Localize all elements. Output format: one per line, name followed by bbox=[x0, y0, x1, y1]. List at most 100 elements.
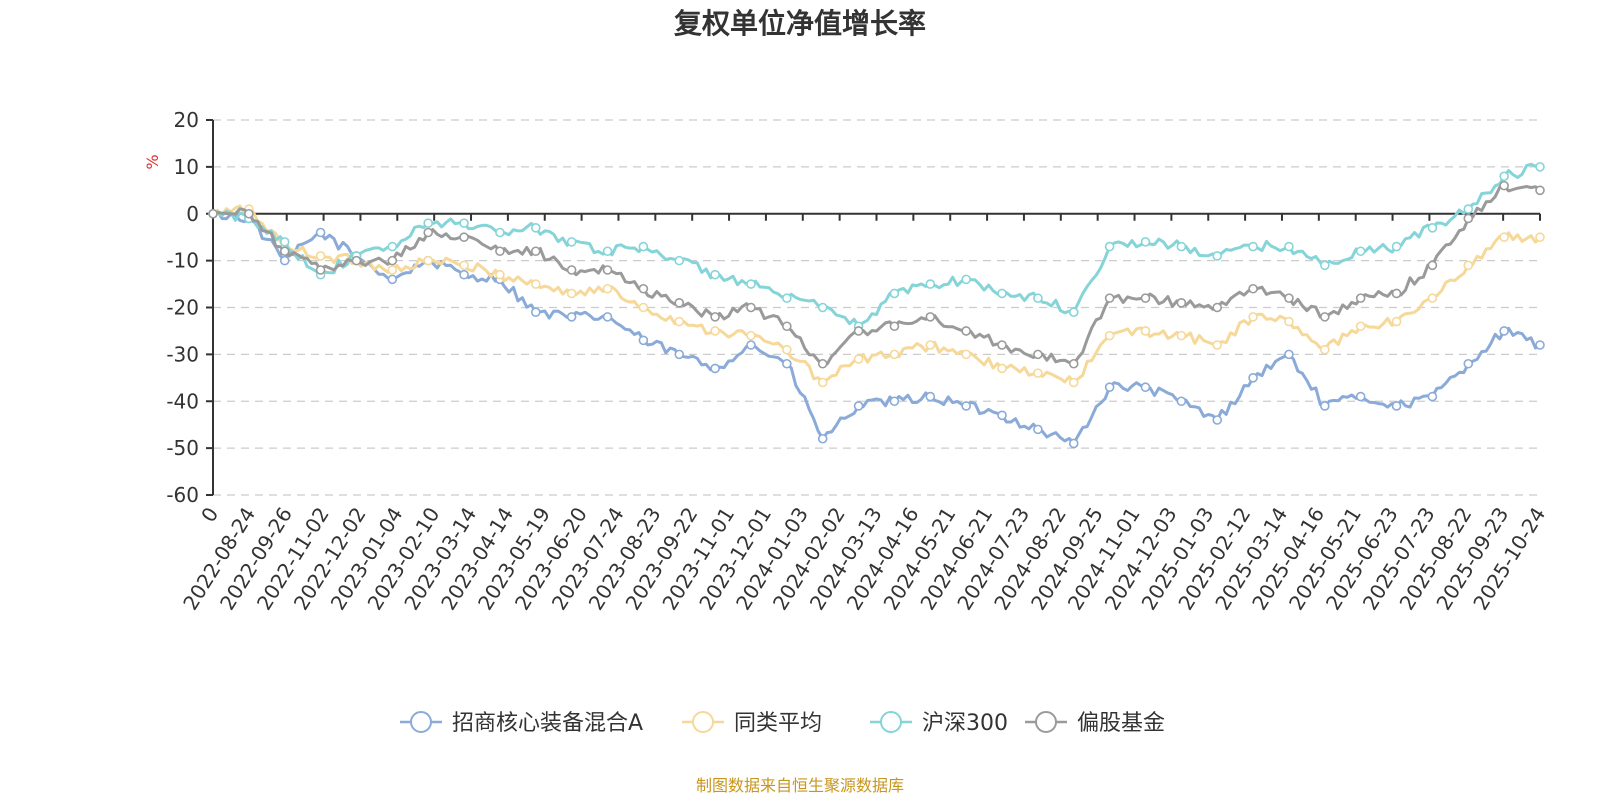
data-point bbox=[387, 274, 398, 285]
data-point bbox=[1140, 326, 1151, 336]
data-point bbox=[387, 255, 398, 266]
data-source-note: 制图数据来自恒生聚源数据库 bbox=[696, 776, 904, 795]
data-point bbox=[1355, 293, 1366, 303]
legend-item-1[interactable]: 同类平均 bbox=[682, 711, 822, 736]
data-point bbox=[1284, 349, 1294, 360]
data-point bbox=[423, 255, 433, 266]
data-point bbox=[1320, 260, 1330, 271]
series-line bbox=[212, 162, 1541, 328]
y-axis: 20 10 0 -10 -20 -30 -40 -50 -60 bbox=[166, 108, 214, 507]
series-2 bbox=[208, 162, 1545, 332]
data-point bbox=[925, 340, 936, 350]
data-point bbox=[1463, 204, 1474, 214]
data-point bbox=[997, 363, 1007, 374]
data-point bbox=[1427, 391, 1438, 402]
y-tick-label: -10 bbox=[166, 249, 199, 273]
data-point bbox=[387, 265, 398, 275]
data-point bbox=[1033, 349, 1043, 360]
data-point bbox=[889, 288, 900, 299]
data-point bbox=[1320, 312, 1330, 322]
data-point bbox=[1068, 307, 1079, 317]
series-line bbox=[212, 184, 1541, 366]
data-point bbox=[961, 274, 971, 285]
data-point bbox=[1535, 340, 1545, 350]
data-point bbox=[530, 307, 541, 317]
series-layer bbox=[208, 162, 1545, 449]
data-point bbox=[1463, 358, 1474, 369]
legend[interactable]: 招商核心装备混合A 同类平均 沪深300 偏股基金 bbox=[400, 711, 1165, 736]
data-point bbox=[495, 227, 505, 238]
series-line bbox=[212, 204, 1542, 384]
data-point bbox=[782, 358, 792, 369]
data-point bbox=[889, 349, 900, 360]
data-point bbox=[1427, 223, 1438, 233]
data-point bbox=[1176, 396, 1187, 407]
data-point bbox=[961, 326, 971, 336]
data-point bbox=[1104, 293, 1115, 303]
data-point bbox=[1212, 415, 1223, 425]
series-line bbox=[212, 209, 1541, 445]
legend-label: 同类平均 bbox=[734, 711, 822, 736]
data-point bbox=[782, 293, 792, 303]
data-point bbox=[853, 401, 864, 411]
data-point bbox=[638, 241, 649, 252]
data-point bbox=[674, 316, 685, 327]
data-point bbox=[602, 312, 613, 322]
data-point bbox=[961, 401, 971, 411]
data-point bbox=[1176, 330, 1187, 341]
legend-marker-icon bbox=[880, 711, 902, 733]
data-point bbox=[817, 302, 828, 313]
data-point bbox=[1212, 251, 1223, 261]
data-point bbox=[674, 298, 685, 308]
data-point bbox=[997, 288, 1007, 299]
series-0 bbox=[208, 208, 1545, 449]
data-point bbox=[1355, 391, 1366, 402]
y-tick-label: 20 bbox=[174, 108, 199, 132]
data-point bbox=[782, 344, 792, 355]
data-point bbox=[566, 312, 577, 322]
data-point bbox=[710, 326, 720, 336]
data-point bbox=[1068, 438, 1079, 449]
data-point bbox=[638, 302, 649, 313]
data-point bbox=[1248, 312, 1258, 322]
legend-item-2[interactable]: 沪深300 bbox=[870, 711, 1008, 736]
data-point bbox=[459, 269, 469, 280]
data-point bbox=[961, 349, 971, 360]
data-point bbox=[1104, 330, 1115, 341]
data-point bbox=[423, 218, 433, 228]
chart-title: 复权单位净值增长率 bbox=[674, 7, 926, 40]
data-point bbox=[817, 358, 828, 369]
data-point bbox=[459, 218, 469, 228]
data-point bbox=[1033, 293, 1043, 303]
data-point bbox=[710, 269, 720, 280]
data-point bbox=[602, 265, 613, 275]
data-point bbox=[1033, 424, 1043, 435]
data-point bbox=[710, 312, 720, 322]
data-point bbox=[530, 223, 541, 233]
data-point bbox=[279, 246, 290, 257]
data-point bbox=[746, 340, 756, 350]
data-point bbox=[710, 363, 720, 374]
data-point bbox=[1068, 377, 1079, 388]
data-point bbox=[566, 288, 577, 299]
data-point bbox=[495, 269, 505, 280]
data-point bbox=[1391, 288, 1402, 299]
legend-item-3[interactable]: 偏股基金 bbox=[1025, 711, 1165, 736]
data-point bbox=[746, 302, 756, 313]
legend-item-0[interactable]: 招商核心装备混合A bbox=[400, 711, 643, 736]
data-point bbox=[208, 208, 218, 219]
data-point bbox=[1140, 382, 1151, 392]
data-point bbox=[1535, 162, 1545, 172]
data-point bbox=[1284, 241, 1294, 252]
y-tick-label: 10 bbox=[174, 155, 199, 179]
data-point bbox=[925, 312, 936, 322]
data-point bbox=[530, 279, 541, 289]
data-point bbox=[889, 396, 900, 407]
data-point bbox=[1463, 260, 1474, 271]
data-point bbox=[423, 227, 433, 238]
data-point bbox=[674, 255, 685, 266]
data-point bbox=[566, 265, 577, 275]
data-point bbox=[1320, 344, 1330, 355]
data-point bbox=[566, 237, 577, 247]
y-axis-unit: % bbox=[143, 154, 162, 169]
